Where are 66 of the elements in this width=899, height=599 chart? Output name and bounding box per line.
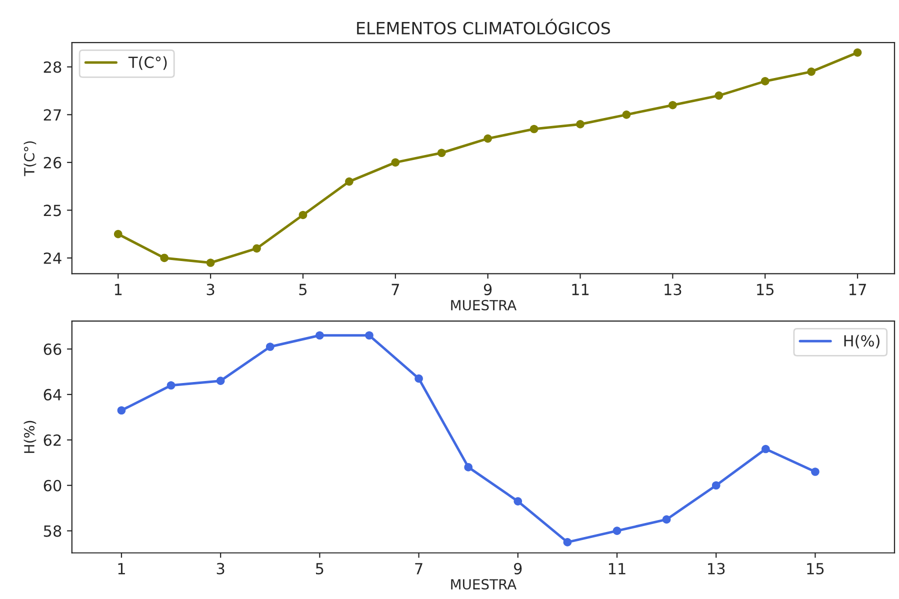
x-axis-title: MUESTRA: [451, 300, 517, 310]
legend-label: T(C°): [128, 56, 167, 70]
y-tick-label: 66: [44, 343, 62, 356]
point: [514, 497, 522, 506]
x-tick-label: 11: [572, 284, 589, 296]
x-tick-label: 15: [757, 284, 774, 296]
point: [298, 210, 308, 220]
x-tick-label: 1: [114, 284, 122, 296]
point: [807, 68, 816, 76]
point: [117, 406, 126, 415]
x-tick-label: 5: [299, 284, 307, 296]
x-tick-label: 3: [206, 284, 214, 296]
point: [206, 258, 215, 267]
point: [563, 538, 572, 546]
x-tick-label: 15: [807, 563, 824, 574]
point: [414, 374, 423, 383]
point: [464, 463, 473, 472]
x-tick-label: 9: [514, 562, 522, 574]
x-tick-label: 1: [118, 563, 125, 574]
point: [622, 110, 631, 119]
point: [216, 376, 225, 385]
x-tick-label: 13: [708, 562, 725, 574]
y-tick-label: 60: [44, 480, 62, 492]
y-tick-label: 27: [44, 109, 61, 120]
y-tick-label: 26: [44, 156, 62, 168]
x-tick-label: 13: [664, 284, 682, 296]
point: [316, 331, 324, 340]
y-axis-title: T(C°): [24, 141, 36, 176]
x-tick-label: 5: [316, 563, 324, 574]
point: [662, 515, 671, 524]
point: [365, 331, 374, 340]
point: [811, 468, 820, 476]
y-tick-label: 64: [44, 388, 62, 400]
legend-label: H(%): [844, 334, 880, 348]
x-tick-label: 17: [849, 284, 866, 296]
point: [760, 77, 770, 86]
point: [166, 381, 176, 390]
point: [712, 481, 720, 490]
point: [530, 124, 538, 134]
point: [266, 342, 274, 351]
x-tick-label: 7: [392, 284, 399, 296]
y-axis-title: H(%): [24, 420, 36, 453]
x-axis-title: MUESTRA: [451, 579, 517, 590]
x-tick-label: 9: [484, 284, 492, 296]
point: [576, 120, 584, 128]
y-tick-label: 62: [44, 434, 61, 446]
x-tick-label: 7: [415, 563, 422, 574]
point: [714, 91, 724, 100]
y-tick-label: 24: [44, 252, 62, 264]
y-tick-label: 58: [44, 525, 62, 537]
x-tick-label: 3: [216, 562, 224, 574]
point: [391, 158, 400, 167]
point: [762, 444, 770, 454]
point: [160, 254, 169, 262]
point: [114, 230, 122, 238]
chart-title: ELEMENTOS CLIMATOLÓGICOS: [357, 18, 610, 34]
point: [853, 48, 862, 57]
y-tick-label: 28: [44, 61, 62, 73]
point: [484, 134, 492, 143]
point: [345, 177, 354, 186]
y-tick-label: 25: [44, 204, 61, 216]
point: [252, 244, 261, 253]
point: [668, 100, 677, 110]
point: [612, 526, 622, 535]
x-tick-label: 11: [608, 563, 626, 574]
point: [437, 148, 446, 158]
